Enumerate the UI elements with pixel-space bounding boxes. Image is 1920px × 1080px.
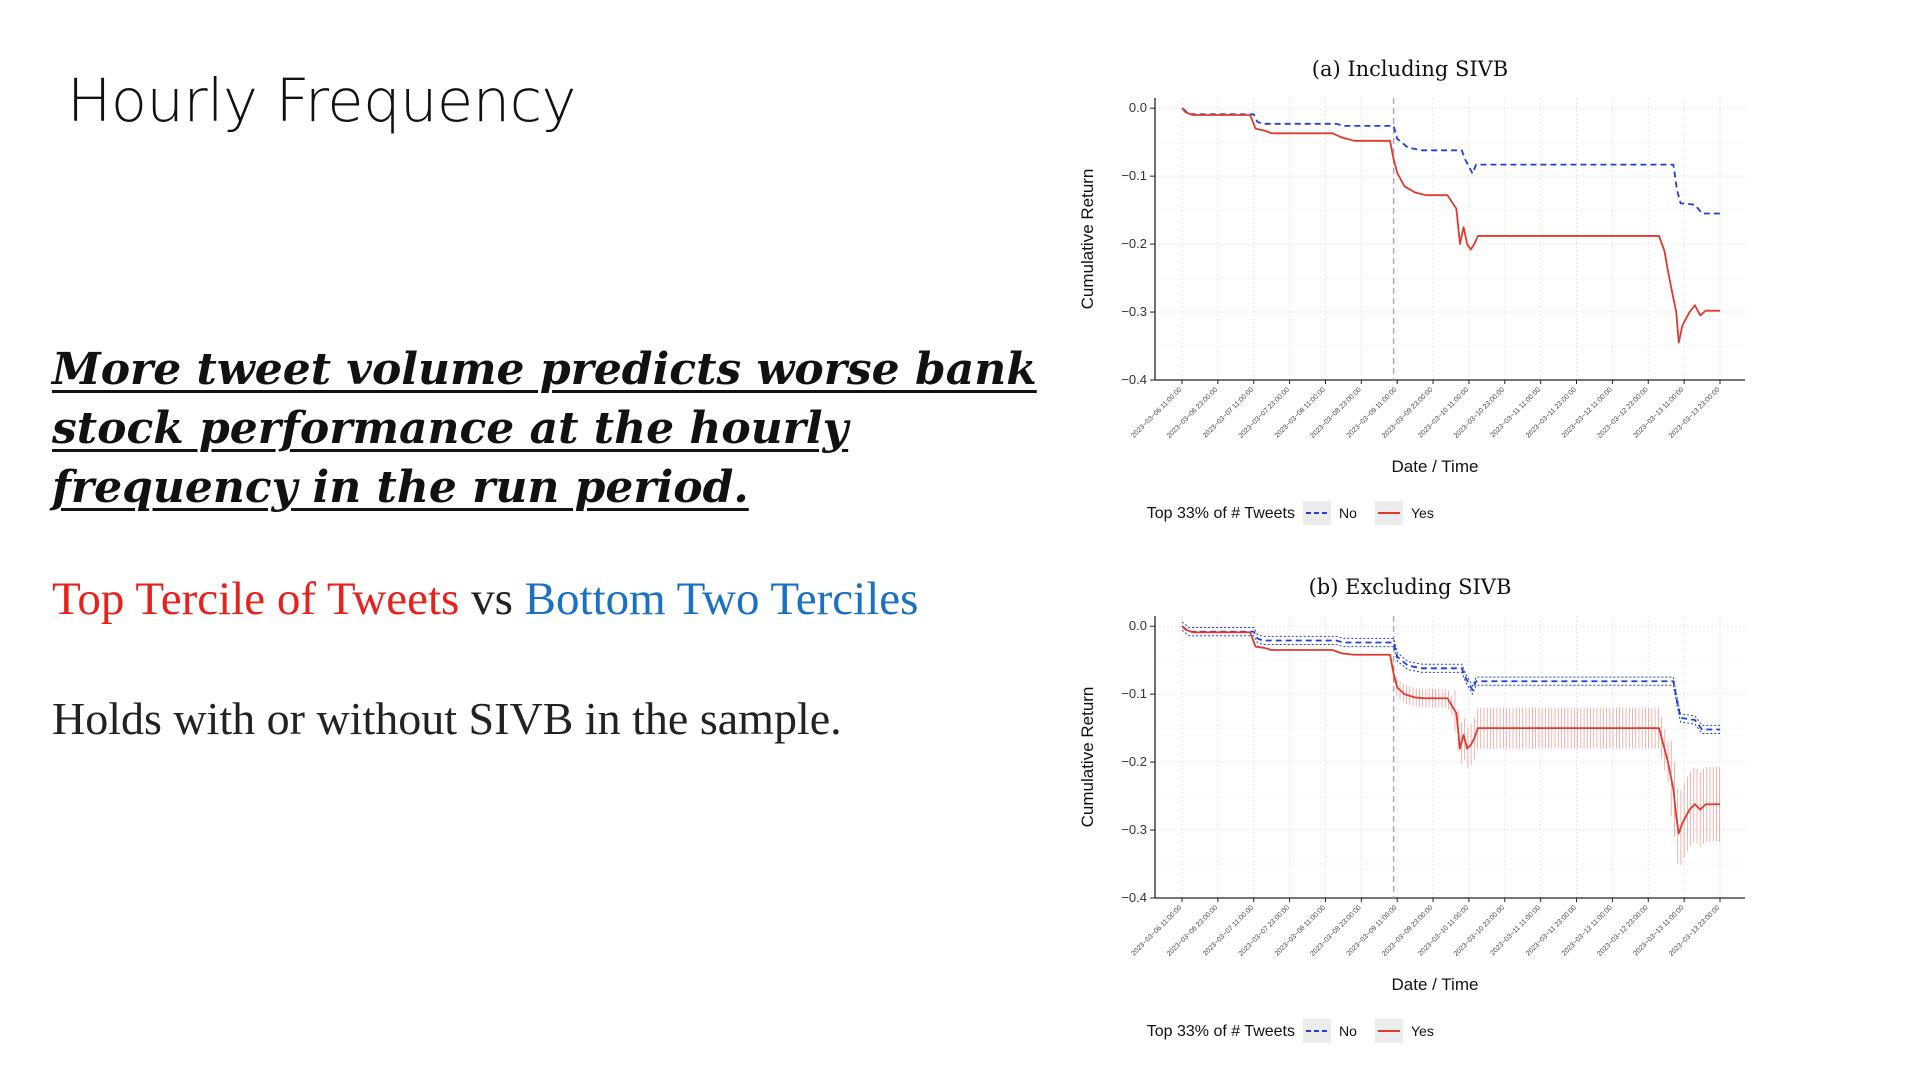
- x-axis-label: Date / Time: [1392, 457, 1479, 476]
- y-tick-label: 0.0: [1129, 618, 1147, 633]
- series-yes: [1181, 625, 1720, 865]
- legend-label-yes: Yes: [1411, 505, 1434, 521]
- chart-title: (b) Excluding SIVB: [1309, 575, 1512, 599]
- y-tick-label: −0.4: [1121, 890, 1147, 905]
- slide-title: Hourly Frequency: [67, 66, 576, 135]
- tercile-comparison: Top Tercile of Tweets vs Bottom Two Terc…: [52, 572, 918, 626]
- ci-lower-bound: [1181, 629, 1720, 735]
- legend: Top 33% of # Tweets No Yes: [1147, 501, 1434, 525]
- y-tick-label: −0.4: [1121, 372, 1147, 387]
- legend-title: Top 33% of # Tweets: [1147, 505, 1295, 522]
- series-yes: [1181, 107, 1720, 344]
- y-tick-label: −0.3: [1121, 304, 1147, 319]
- chart-including-sivb: (a) Including SIVB0.0−0.1−0.2−0.3−0.4202…: [1078, 57, 1745, 525]
- y-tick-label: −0.3: [1121, 822, 1147, 837]
- y-tick-label: 0.0: [1129, 100, 1147, 115]
- top-tercile-label: Top Tercile of Tweets: [52, 573, 460, 625]
- y-tick-label: −0.1: [1121, 168, 1147, 183]
- series-line-no: [1181, 107, 1720, 215]
- grid-lines: [1155, 616, 1745, 899]
- bottom-terciles-label: Bottom Two Terciles: [524, 573, 919, 625]
- series-line-yes: [1181, 107, 1720, 344]
- vs-label: vs: [459, 573, 525, 625]
- headline-statement: More tweet volume predicts worse bank st…: [52, 344, 1037, 513]
- legend: Top 33% of # Tweets No Yes: [1147, 1019, 1434, 1043]
- legend-title: Top 33% of # Tweets: [1147, 1023, 1295, 1040]
- chart-excluding-sivb: (b) Excluding SIVB0.0−0.1−0.2−0.3−0.4202…: [1078, 575, 1745, 1043]
- series-no: [1181, 621, 1720, 735]
- legend-label-no: No: [1339, 1023, 1357, 1039]
- y-tick-label: −0.1: [1121, 686, 1147, 701]
- series-line-no: [1181, 625, 1720, 731]
- x-axis-label: Date / Time: [1392, 975, 1479, 994]
- legend-label-yes: Yes: [1411, 1023, 1434, 1039]
- y-tick-label: −0.2: [1121, 236, 1147, 251]
- series-line-yes: [1181, 625, 1720, 835]
- legend-label-no: No: [1339, 505, 1357, 521]
- y-axis-label: Cumulative Return: [1078, 169, 1097, 310]
- ci-upper-bound: [1181, 621, 1720, 726]
- series-no: [1181, 107, 1720, 215]
- y-tick-label: −0.2: [1121, 754, 1147, 769]
- holds-statement: Holds with or without SIVB in the sample…: [52, 693, 842, 744]
- y-axis-label: Cumulative Return: [1078, 687, 1097, 828]
- grid-lines: [1155, 98, 1745, 381]
- chart-title: (a) Including SIVB: [1312, 57, 1509, 81]
